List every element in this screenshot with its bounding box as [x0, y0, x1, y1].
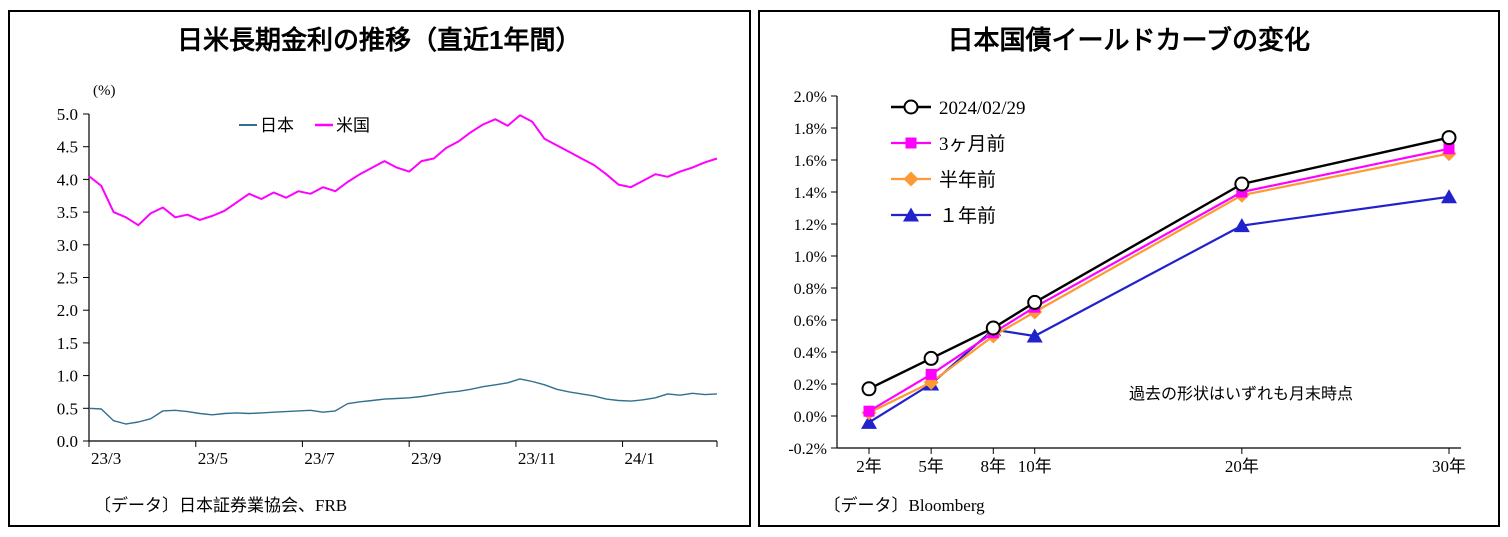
source-note-left: 〔データ〕日本証券業協会、FRB — [94, 496, 348, 515]
y-tick-label: 1.0 — [57, 367, 78, 386]
series-1 — [88, 114, 718, 227]
legend-label: １年前 — [939, 205, 996, 227]
triangle-marker — [1026, 328, 1043, 343]
y-axis: 0.0 0.5 1.0 1.5 2.0 2.5 3.0 3.5 4.0 4.5 5.0 (%) — [57, 83, 116, 451]
x-tick-label: 5年 — [918, 457, 944, 476]
x-tick-label: 24/1 — [624, 449, 654, 468]
y-axis: -0.2% 0.0% 0.2% 0.4% 0.6% 0.8% 1.0% 1.2% 1.4% 1.6… — [788, 89, 838, 458]
x-tick-label: 23/11 — [518, 449, 556, 468]
square-marker — [1443, 143, 1455, 155]
legend-label: 米国 — [336, 116, 370, 135]
circle-open-marker — [903, 99, 919, 115]
series-line-0 — [88, 378, 717, 425]
source-note-right: 〔データ〕Bloomberg — [823, 496, 985, 515]
square-marker — [925, 368, 937, 380]
y-tick-label: 1.4% — [793, 185, 826, 202]
x-tick-label: 23/7 — [304, 449, 335, 468]
annotation-note: 過去の形状はいずれも月末時点 — [1129, 385, 1353, 403]
legend: 日本 米国 — [238, 116, 370, 135]
jgb-yield-curve-chart: -0.2% 0.0% 0.2% 0.4% 0.6% 0.8% 1.0% 1.2% 1.4% 1.6… — [788, 89, 1466, 476]
x-axis: 2年 5年 8年 10年 20年 30年 — [836, 447, 1466, 476]
y-tick-label: 4.5 — [57, 138, 78, 157]
y-tick-label: 3.0 — [57, 236, 78, 255]
series-0 — [88, 378, 717, 425]
triangle-marker — [860, 414, 877, 429]
circle-open-marker — [861, 381, 877, 397]
x-tick-label: 23/9 — [411, 449, 441, 468]
triangle-marker — [1233, 218, 1250, 233]
x-tick-label: 2年 — [856, 457, 882, 476]
circle-open-marker — [1234, 176, 1250, 192]
y-tick-label: 0.5 — [57, 399, 78, 418]
square-marker — [863, 405, 875, 417]
y-tick-label: 0.6% — [793, 313, 826, 330]
circle-open-marker — [1441, 130, 1457, 146]
x-tick-label: 23/3 — [91, 449, 121, 468]
legend-label: 3ヶ月前 — [939, 133, 1006, 155]
square-marker — [905, 137, 917, 149]
y-tick-label: 1.5 — [57, 334, 78, 353]
series-line-2 — [868, 152, 1449, 414]
series-line-3 — [868, 195, 1449, 424]
y-tick-label: 3.5 — [57, 203, 78, 222]
y-tick-label: 0.8% — [793, 281, 826, 298]
y-tick-label: 2.0 — [57, 301, 78, 320]
circle-open-marker — [1026, 294, 1042, 310]
y-tick-label: 1.6% — [793, 153, 826, 170]
y-axis-unit-label: (%) — [93, 83, 116, 99]
y-tick-label: 0.2% — [793, 377, 826, 394]
panel-jp-us-long-term-rates: 日米長期金利の推移（直近1年間） 0.0 0.5 1.0 1.5 2.0 2.5 3.0 3.… — [8, 10, 751, 527]
series-line-1 — [88, 114, 718, 227]
legend-label: 日本 — [260, 116, 294, 135]
chart-title-left: 日米長期金利の推移（直近1年間） — [177, 25, 582, 55]
series-line-0 — [868, 136, 1450, 390]
diamond-marker — [903, 171, 919, 187]
legend-label: 2024/02/29 — [939, 98, 1026, 119]
circle-open-marker — [923, 350, 939, 366]
y-tick-label: 1.8% — [793, 121, 826, 138]
x-tick-label: 8年 — [980, 457, 1006, 476]
y-tick-label: 2.0% — [793, 89, 826, 106]
x-tick-label: 30年 — [1432, 457, 1466, 476]
series-0 — [861, 130, 1457, 397]
y-tick-label: 0.4% — [793, 345, 826, 362]
y-tick-label: 2.5 — [57, 269, 78, 288]
triangle-marker — [1440, 189, 1457, 204]
y-tick-label: 5.0 — [57, 105, 78, 124]
panel-jgb-yield-curve: 日本国債イールドカーブの変化 -0.2% 0.0% 0.2% 0.4% 0.6% 0.8%… — [757, 10, 1500, 527]
x-tick-label: 20年 — [1225, 457, 1259, 476]
x-axis: 23/3 23/5 23/7 23/9 23/11 24/1 — [88, 440, 718, 468]
y-tick-label: 1.2% — [793, 217, 826, 234]
y-tick-label: 0.0 — [57, 432, 78, 451]
y-tick-label: 0.0% — [793, 409, 826, 426]
chart-title-right: 日本国債イールドカーブの変化 — [947, 25, 1310, 55]
square-marker — [1236, 186, 1248, 198]
y-tick-label: -0.2% — [788, 441, 827, 458]
y-tick-label: 4.0 — [57, 170, 78, 189]
x-tick-label: 23/5 — [198, 449, 228, 468]
y-tick-label: 1.0% — [793, 249, 826, 266]
series-line-1 — [868, 147, 1449, 413]
circle-open-marker — [985, 320, 1001, 336]
legend-label: 半年前 — [939, 169, 996, 191]
jp-us-rates-line-chart: 0.0 0.5 1.0 1.5 2.0 2.5 3.0 3.5 4.0 4.5 5.0 (%) 23/3… — [57, 83, 718, 468]
triangle-marker — [902, 207, 919, 222]
x-tick-label: 10年 — [1017, 457, 1051, 476]
